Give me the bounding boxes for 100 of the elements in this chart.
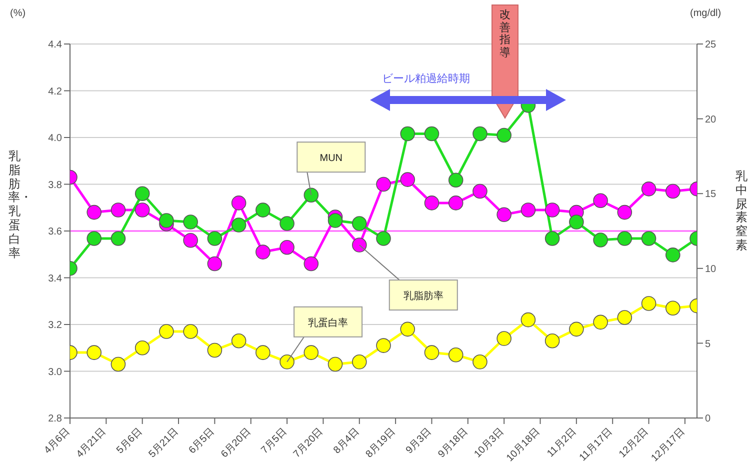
y-axis-title: 乳脂肪率・乳蛋白率 xyxy=(8,149,32,260)
point xyxy=(496,207,512,222)
point xyxy=(376,176,391,192)
y-tick-label: 4.0 xyxy=(48,133,62,144)
point xyxy=(665,184,680,199)
x-tick-label: 9月3日 xyxy=(404,426,434,456)
point xyxy=(183,214,198,230)
point xyxy=(544,202,560,218)
point xyxy=(544,333,560,348)
point xyxy=(617,231,632,246)
point xyxy=(569,214,584,230)
x-tick-label: 11月17日 xyxy=(578,426,615,464)
point xyxy=(328,356,343,372)
x-tick-label: 6月5日 xyxy=(187,426,217,456)
point xyxy=(424,345,440,360)
x-tick-label: 4月21日 xyxy=(74,426,108,460)
point xyxy=(448,347,464,362)
point xyxy=(86,204,102,220)
point xyxy=(496,331,512,346)
point xyxy=(183,232,198,248)
annotation: ビール粕過給時期 xyxy=(382,72,470,85)
point xyxy=(665,248,680,262)
point xyxy=(159,213,174,228)
point xyxy=(376,231,391,246)
y-tick-label: 3.6 xyxy=(48,226,62,238)
y2-tick-label: 20 xyxy=(705,114,717,126)
annotation: 改善指導 xyxy=(499,9,511,60)
y-tick-label: 3.0 xyxy=(48,366,62,378)
y-tick-label: 3.8 xyxy=(48,180,62,191)
point xyxy=(617,204,632,220)
y2-axis-title: 乳中尿素窒素 xyxy=(735,169,748,253)
point xyxy=(641,296,656,311)
x-tick-label: 11月2日 xyxy=(545,426,579,460)
point xyxy=(231,333,246,348)
x-tick-label: 8月4日 xyxy=(332,426,362,456)
point xyxy=(159,324,174,339)
callout-box: 乳脂肪率 xyxy=(358,244,458,311)
y-tick-label: 2.8 xyxy=(48,414,62,425)
x-tick-label: 5月6日 xyxy=(114,426,144,456)
x-tick-label: 10月18日 xyxy=(504,426,542,464)
point xyxy=(352,354,367,370)
y-tick-label: 4.2 xyxy=(48,86,62,98)
x-tick-label: 6月20日 xyxy=(219,426,253,460)
y2-tick-label: 25 xyxy=(705,40,717,51)
x-tick-label: 12月2日 xyxy=(617,426,651,460)
point xyxy=(569,322,584,337)
point xyxy=(472,126,488,142)
point xyxy=(110,356,126,372)
point xyxy=(134,202,150,218)
point xyxy=(86,231,102,246)
point xyxy=(400,126,416,142)
point xyxy=(134,340,150,356)
point xyxy=(665,300,680,316)
x-tick-label: 4月6日 xyxy=(42,426,72,456)
point xyxy=(207,342,222,358)
y2-tick-label: 0 xyxy=(705,414,711,425)
point xyxy=(134,186,150,201)
text: (mg/dl) xyxy=(690,8,722,19)
x-tick-label: 7月5日 xyxy=(259,426,290,456)
point xyxy=(304,256,319,272)
point xyxy=(207,256,222,272)
point xyxy=(280,354,294,370)
point xyxy=(256,244,270,260)
point xyxy=(544,231,560,246)
x-tick-label: 7月20日 xyxy=(292,426,326,460)
point xyxy=(304,188,319,202)
point xyxy=(256,202,270,218)
point xyxy=(593,314,608,330)
y2-tick-label: 10 xyxy=(705,264,717,275)
point xyxy=(593,232,608,248)
x-tick-label: 9月18日 xyxy=(436,426,470,460)
point xyxy=(496,128,512,143)
x-tick-label: 12月17日 xyxy=(649,426,688,464)
point xyxy=(304,345,319,360)
point xyxy=(256,345,270,360)
point xyxy=(183,324,198,339)
point xyxy=(520,202,536,218)
point xyxy=(617,310,632,325)
point xyxy=(472,354,488,370)
point xyxy=(593,193,608,208)
y2-tick-label: 5 xyxy=(705,338,711,350)
point xyxy=(231,218,246,232)
point xyxy=(424,196,440,210)
point xyxy=(424,126,440,142)
point xyxy=(280,216,294,231)
point xyxy=(110,231,126,246)
y-tick-label: 3.2 xyxy=(48,320,62,332)
y2-tick-label: 15 xyxy=(705,189,717,200)
point xyxy=(448,196,464,210)
point xyxy=(352,216,367,231)
point xyxy=(641,231,656,246)
point xyxy=(448,172,464,188)
point xyxy=(400,322,416,337)
point xyxy=(376,338,391,353)
point xyxy=(472,184,488,199)
point xyxy=(328,213,343,228)
point xyxy=(400,172,416,187)
y-tick-label: 4.4 xyxy=(48,40,62,51)
y-tick-label: 3.4 xyxy=(48,273,62,284)
x-tick-label: 8月19日 xyxy=(364,426,398,460)
